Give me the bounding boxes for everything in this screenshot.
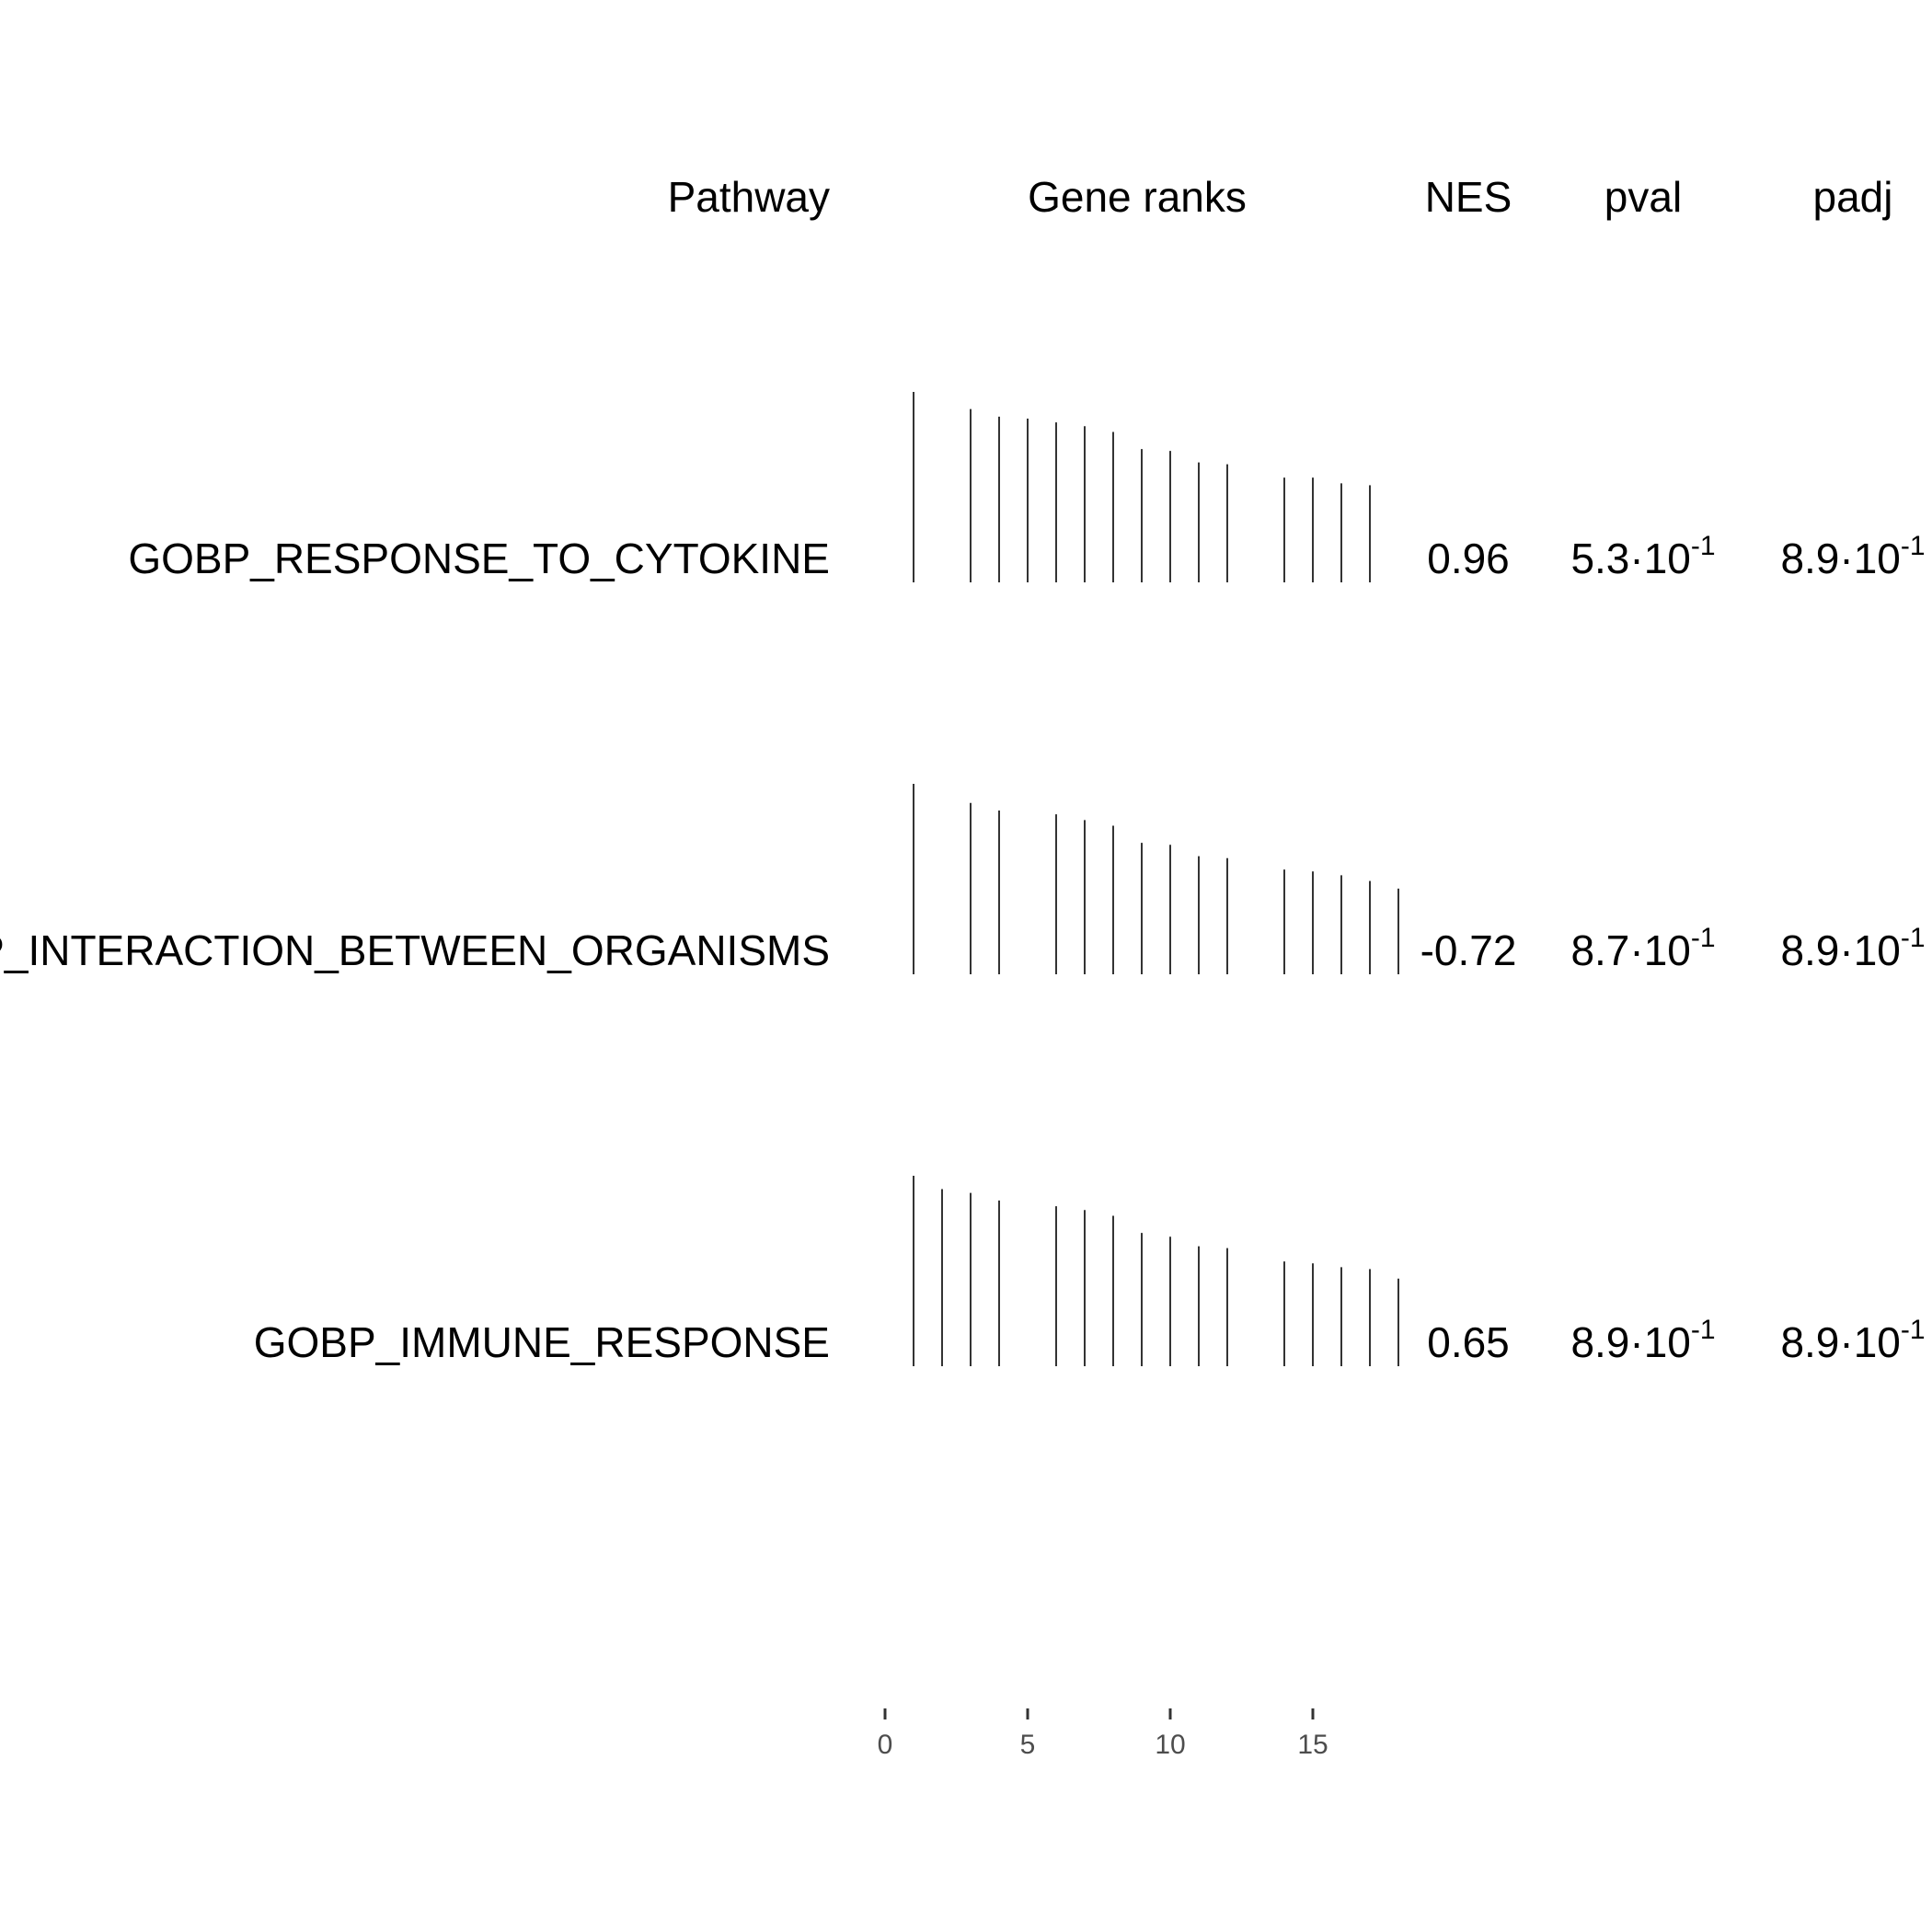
- axis-tick-label: 10: [1155, 1730, 1185, 1760]
- pathway-name: GOBP_IMMUNE_RESPONSE: [254, 1318, 830, 1366]
- pval-value-exponent: -1: [1691, 1315, 1716, 1345]
- pval-value-mantissa: 5.3·10: [1570, 535, 1690, 582]
- header-pval: pval: [1604, 173, 1682, 221]
- pval-value-mantissa: 8.7·10: [1570, 926, 1690, 974]
- table-row: GOBP_RESPONSE_TO_CYTOKINE 0.96 5.3·10-1 8.9…: [128, 392, 1926, 582]
- gene-rank-axis: 0 5 10 15: [878, 1708, 1328, 1760]
- pval-value: 5.3·10-1: [1570, 531, 1715, 582]
- padj-value-mantissa: 8.9·10: [1780, 535, 1900, 582]
- nes-value: -0.72: [1420, 926, 1517, 974]
- axis-tick-label: 5: [1020, 1730, 1036, 1760]
- header-nes: NES: [1425, 173, 1512, 221]
- pval-value: 8.7·10-1: [1570, 923, 1715, 974]
- padj-value-exponent: -1: [1901, 923, 1926, 953]
- pathway-name: GOBP_INTERACTION_BETWEEN_ORGANISMS: [0, 926, 830, 974]
- nes-value: 0.96: [1427, 535, 1510, 582]
- axis-tick-label: 0: [878, 1730, 893, 1760]
- axis-tick-label: 15: [1297, 1730, 1328, 1760]
- table-row: GOBP_INTERACTION_BETWEEN_ORGANISMS -0.72 8…: [0, 784, 1926, 974]
- header-padj: padj: [1813, 173, 1893, 221]
- padj-value: 8.9·10-1: [1780, 531, 1925, 582]
- nes-value: 0.65: [1427, 1318, 1510, 1366]
- padj-value-mantissa: 8.9·10: [1780, 1318, 1900, 1366]
- header-gene-ranks: Gene ranks: [1028, 173, 1247, 221]
- table-rows: GOBP_RESPONSE_TO_CYTOKINE 0.96 5.3·10-1 8.9…: [0, 392, 1926, 1366]
- padj-value: 8.9·10-1: [1780, 1315, 1925, 1366]
- pval-value-exponent: -1: [1691, 531, 1716, 561]
- pval-value: 8.9·10-1: [1570, 1315, 1715, 1366]
- pval-value-mantissa: 8.9·10: [1570, 1318, 1690, 1366]
- padj-value-exponent: -1: [1901, 1315, 1926, 1345]
- table-row: GOBP_IMMUNE_RESPONSE 0.65 8.9·10-1 8.9·10-1: [254, 1176, 1926, 1366]
- pval-value-exponent: -1: [1691, 923, 1716, 953]
- padj-value-mantissa: 8.9·10: [1780, 926, 1900, 974]
- padj-value: 8.9·10-1: [1780, 923, 1925, 974]
- padj-value-exponent: -1: [1901, 531, 1926, 561]
- pathway-name: GOBP_RESPONSE_TO_CYTOKINE: [128, 535, 830, 582]
- header-pathway: Pathway: [668, 173, 830, 221]
